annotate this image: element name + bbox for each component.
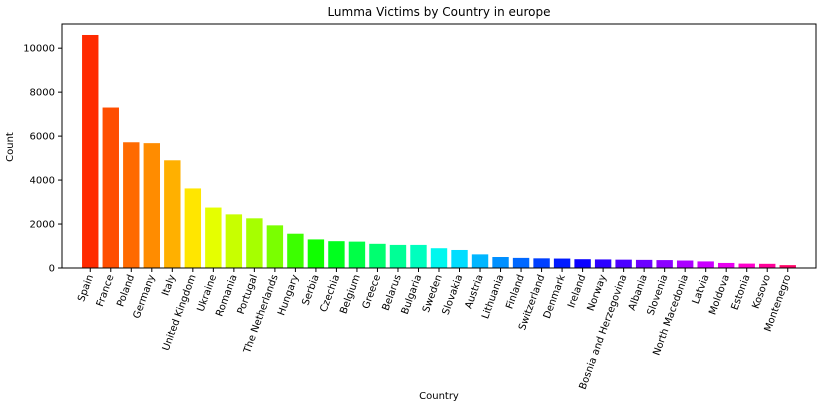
x-tick-label: Latvia	[691, 273, 712, 305]
bar-belarus	[389, 244, 407, 268]
bars-group	[82, 34, 796, 268]
bar-serbia	[307, 239, 325, 268]
x-tick-label: Austria	[463, 273, 485, 310]
bar-norway	[594, 259, 612, 268]
bar-poland	[123, 142, 140, 268]
y-axis-label: Count	[5, 132, 16, 162]
y-tick-label: 4000	[30, 176, 55, 187]
bar-spain	[82, 34, 99, 268]
x-tick-label: Sweden	[421, 273, 445, 314]
bar-ukraine	[205, 207, 222, 268]
x-tick-label: Norway	[586, 273, 609, 312]
bar-hungary	[287, 233, 304, 268]
x-tick-label: Estonia	[730, 273, 753, 311]
bar-albania	[635, 259, 653, 268]
bar-ireland	[574, 259, 591, 268]
x-axis-label: Country	[419, 391, 459, 402]
bar-italy	[164, 160, 181, 268]
x-tick-label: Slovakia	[441, 273, 466, 316]
y-tick-label: 10000	[23, 44, 55, 55]
bar-sweden	[430, 248, 448, 268]
y-tick-label: 2000	[30, 220, 55, 231]
bar-czechia	[328, 241, 345, 268]
bar-portugal	[246, 218, 263, 268]
bar-slovakia	[451, 249, 468, 268]
x-tick-label: Spain	[76, 273, 96, 303]
y-tick-label: 8000	[30, 88, 55, 99]
x-tick-label: Albania	[627, 273, 650, 312]
chart-title: Lumma Victims by Country in europe	[327, 5, 550, 19]
bar-switzerland	[533, 258, 550, 268]
x-tick-label: Kosovo	[751, 273, 773, 310]
x-tick-label: Serbia	[300, 273, 321, 307]
bar-slovenia	[656, 260, 673, 268]
bar-montenegro	[779, 265, 796, 268]
bar-kosovo	[759, 263, 776, 268]
y-tick-label: 0	[49, 264, 55, 275]
plot-frame	[61, 23, 817, 269]
bar-latvia	[697, 261, 714, 268]
x-tick-label: Poland	[115, 273, 137, 308]
x-tick-label: Czechia	[319, 273, 343, 314]
x-tick-label: Greece	[361, 273, 384, 310]
bar-the-netherlands	[266, 225, 284, 268]
x-tick-label: Ukraine	[196, 273, 220, 313]
x-tick-label: Ireland	[566, 273, 588, 309]
bar-germany	[143, 143, 160, 268]
bar-finland	[512, 257, 530, 268]
y-axis: 0 2000 4000 6000 8000 10000	[23, 44, 62, 275]
bar-romania	[225, 214, 243, 268]
bar-belgium	[348, 241, 366, 268]
bar-united-kingdom	[184, 188, 202, 268]
bar-bosnia-and-herzegovina	[615, 259, 632, 268]
x-tick-label: Hungary	[276, 273, 301, 317]
x-tick-label: Italy	[160, 273, 178, 297]
x-tick-label: France	[95, 273, 117, 308]
bar-north-macedonia	[676, 260, 694, 268]
bar-france	[102, 107, 119, 268]
bar-estonia	[738, 263, 755, 268]
bar-lithuania	[492, 257, 509, 268]
x-tick-label: Belarus	[381, 273, 404, 312]
x-tick-label: Finland	[504, 273, 527, 310]
bar-denmark	[553, 258, 571, 268]
x-tick-label: Moldova	[707, 273, 732, 316]
bar-austria	[471, 254, 489, 268]
bar-greece	[369, 243, 386, 268]
bar-bulgaria	[410, 244, 427, 268]
x-tick-label: Belgium	[338, 273, 362, 315]
bar-moldova	[717, 262, 735, 268]
y-tick-label: 6000	[30, 132, 55, 143]
